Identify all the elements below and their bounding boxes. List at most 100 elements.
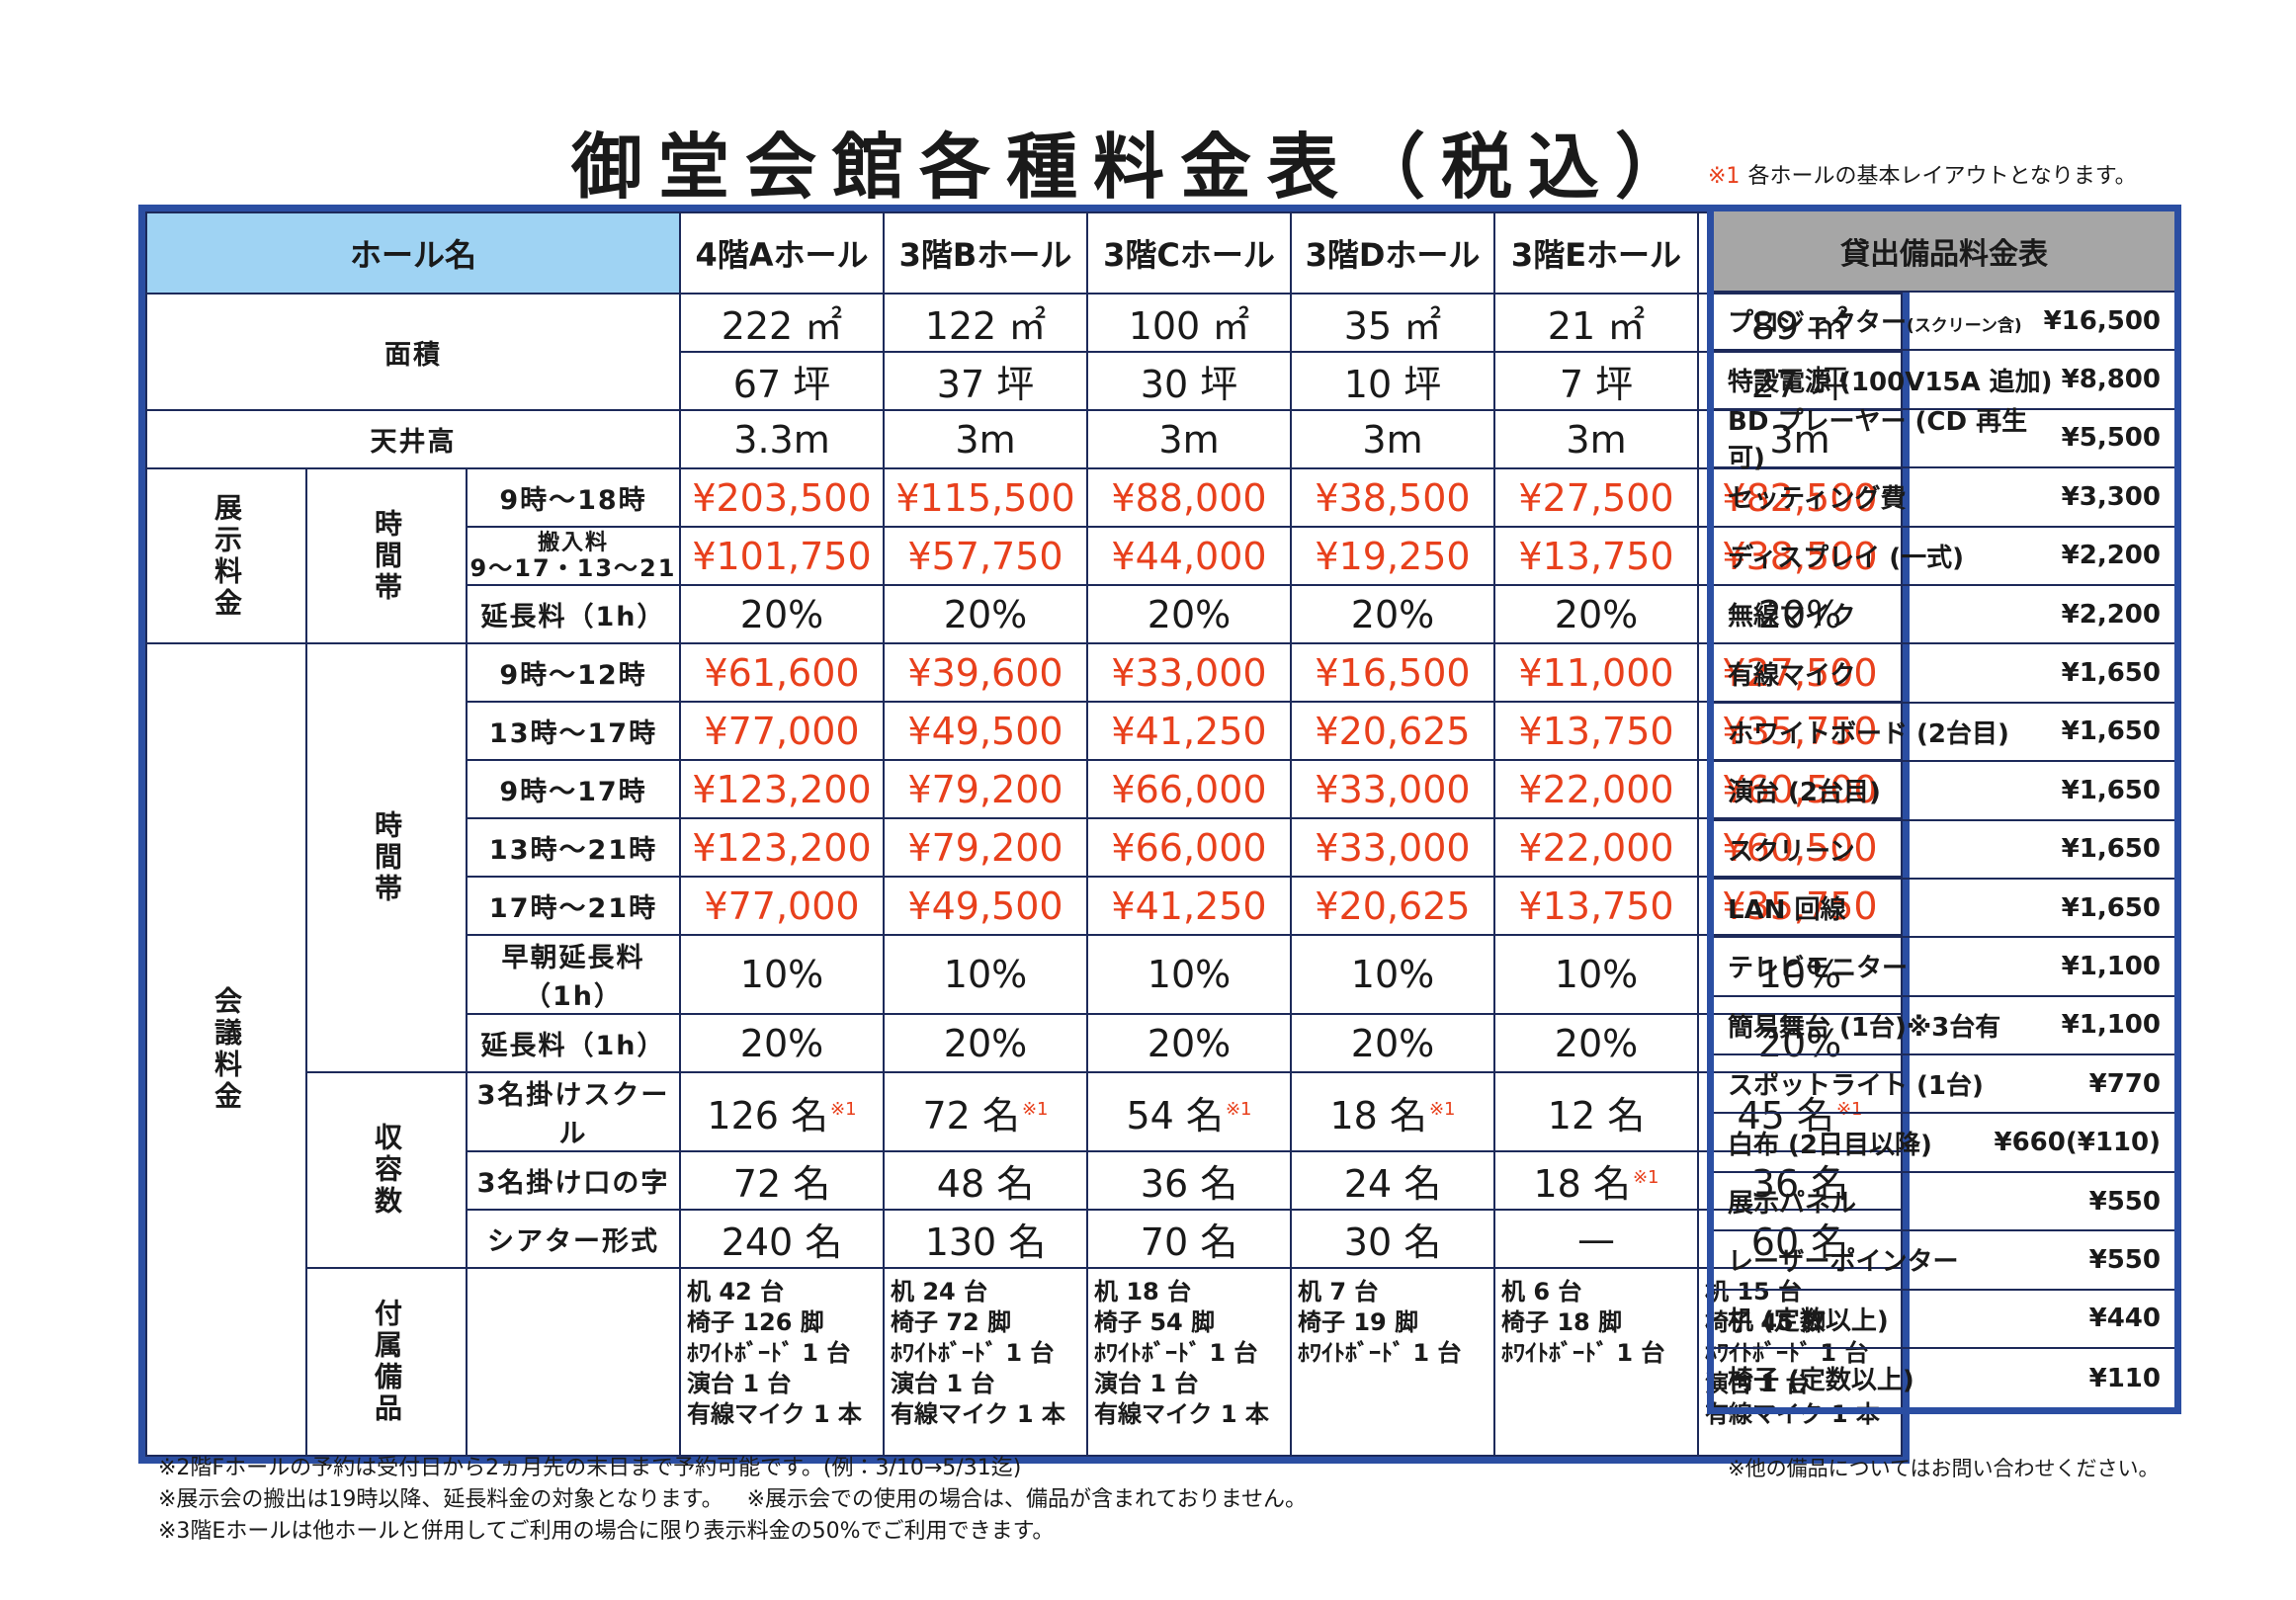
capacity-mark: ※1 [830, 1098, 857, 1120]
rental-price: ¥1,650 [2061, 775, 2161, 805]
value-cell: 3m [1086, 409, 1292, 469]
rental-name: 机 (定数以上) [1728, 1305, 1889, 1336]
value-cell: ¥82,500 [1697, 467, 1903, 528]
value-cell: ¥57,750 [883, 526, 1088, 586]
equipment-line: 有線マイク 1 本 [1094, 1400, 1269, 1428]
value-cell: 89 ㎡ [1697, 293, 1903, 353]
table-row: 9時～17時 ¥123,200 ¥79,200 ¥66,000 ¥33,000 ¥22,0… [146, 759, 1903, 819]
equipment-cell: 机 18 台椅子 54 脚 ﾎﾜｲﾄﾎﾞｰﾄﾞ 1 台演台 1 台有線マイク 1 … [1086, 1267, 1292, 1457]
subgroup-label: 時間帯 [305, 642, 468, 1073]
row-label: 3名掛け口の字 [466, 1150, 681, 1211]
value-cell: ¥11,000 [1493, 642, 1699, 703]
footnote-line: ※展示会の搬出は19時以降、延長料金の対象となります。 ※展示会での使用の場合は、… [158, 1484, 1307, 1516]
rental-note: (スクリーン含) [1906, 316, 2022, 337]
rental-name-wrap: ディスプレイ (一式) [1728, 538, 1964, 574]
equipment-line: 机 7 台 [1298, 1278, 1379, 1305]
row-label: 13時～17時 [466, 701, 681, 761]
value-cell: ¥49,500 [883, 701, 1088, 761]
rental-name-wrap: スクリーン [1728, 831, 1855, 868]
value-cell: 18 名 ※1 [1290, 1071, 1495, 1152]
rental-row: LAN 回線 ¥1,650 [1714, 880, 2174, 939]
value-cell: 20% [679, 1013, 885, 1073]
rental-name: BD プレーヤー (CD 再生可) [1728, 407, 2028, 474]
value-cell: ¥13,750 [1493, 701, 1699, 761]
value-cell: ¥77,000 [679, 701, 885, 761]
equipment-cell: 机 42 台椅子 126 脚 ﾎﾜｲﾄﾎﾞｰﾄﾞ 1 台演台 1 台有線マイク 1… [679, 1267, 885, 1457]
rental-row: 有線マイク ¥1,650 [1714, 644, 2174, 704]
rental-name: 演台 (2台目) [1728, 778, 1881, 808]
capacity-mark: ※1 [1835, 1098, 1863, 1120]
capacity-value: 130 名 [924, 1221, 1047, 1264]
capacity-value: 240 名 [721, 1221, 843, 1264]
fee-table: ホール名4階Aホール3階Bホール3階Cホール3階Dホール3階Eホール2階Fホール… [145, 211, 1903, 1457]
value-cell: 3m [1493, 409, 1699, 469]
table-row: 延長料（1h） 20% 20% 20% 20% 20% 20% [146, 584, 1903, 644]
value-cell: 30 坪 [1086, 351, 1292, 411]
value-cell: 18 名 ※1 [1493, 1150, 1699, 1211]
value-cell: 126 名 ※1 [679, 1071, 885, 1152]
capacity-mark: ※1 [1225, 1098, 1252, 1120]
value-cell: ¥20,625 [1290, 701, 1495, 761]
subgroup-label: 収容数 [305, 1071, 468, 1269]
equipment-line: 椅子 54 脚 [1094, 1308, 1216, 1336]
value-cell: ¥33,000 [1086, 642, 1292, 703]
value-cell: 24 名 [1290, 1150, 1495, 1211]
value-cell: 72 名 [679, 1150, 885, 1211]
value-cell: 20% [1290, 584, 1495, 644]
rental-price: ¥3,300 [2061, 481, 2161, 512]
rental-name-wrap: BD プレーヤー (CD 再生可) [1728, 401, 2062, 474]
rental-title: 貸出備品料金表 [1714, 211, 2174, 293]
rental-row: 簡易舞台 (1台)※3台有 ¥1,100 [1714, 997, 2174, 1056]
capacity-value: 30 名 [1343, 1221, 1442, 1264]
row-label: 9時～18時 [466, 467, 681, 528]
footnotes: ※2階Fホールの予約は受付日から2ヵ月先の末日まで予約可能です。(例：3/10→… [158, 1453, 1307, 1548]
rental-row: 演台 (2台目) ¥1,650 [1714, 762, 2174, 821]
value-cell: 36 名 [1086, 1150, 1292, 1211]
row-label: 17時～21時 [466, 876, 681, 936]
rental-name-wrap: 演台 (2台目) [1728, 772, 1881, 808]
rental-name-wrap: LAN 回線 [1728, 889, 1846, 926]
equipment-line: 演台 1 台 [891, 1370, 995, 1397]
table-row: 13時～17時 ¥77,000 ¥49,500 ¥41,250 ¥20,625 ¥13,7… [146, 701, 1903, 761]
capacity-value: 60 名 [1750, 1221, 1849, 1264]
equipment-cell: 机 6 台椅子 18 脚 ﾎﾜｲﾄﾎﾞｰﾄﾞ 1 台 [1493, 1267, 1699, 1457]
rental-name-wrap: 展示パネル [1728, 1183, 1856, 1220]
table-row: ホール名4階Aホール3階Bホール3階Cホール3階Dホール3階Eホール2階Fホール [145, 211, 1903, 295]
equipment-line: 演台 1 台 [1094, 1370, 1199, 1397]
value-cell: 10% [1086, 934, 1292, 1015]
rental-price: ¥2,200 [2061, 541, 2161, 571]
value-cell: ¥33,000 [1290, 817, 1495, 878]
capacity-value: 18 名 [1533, 1162, 1631, 1206]
value-cell: ¥79,200 [883, 817, 1088, 878]
value-cell: ¥35,750 [1697, 701, 1903, 761]
rental-row: テレビモニター ¥1,100 [1714, 938, 2174, 997]
value-cell: 20% [883, 1013, 1088, 1073]
rental-row: スクリーン ¥1,650 [1714, 821, 2174, 880]
equipment-line: 机 6 台 [1501, 1278, 1582, 1305]
value-cell: 36 名 [1697, 1150, 1903, 1211]
rental-row: 白布 (2日目以降) ¥660(¥110) [1714, 1114, 2174, 1173]
capacity-value: 54 名 [1126, 1093, 1224, 1137]
equipment-line: 椅子 126 脚 [687, 1308, 824, 1336]
value-cell: ¥60,500 [1697, 817, 1903, 878]
value-cell: ¥66,000 [1086, 759, 1292, 819]
value-cell: ¥13,750 [1493, 526, 1699, 586]
value-cell: 70 名 [1086, 1209, 1292, 1269]
rental-name-wrap: 無線マイク [1728, 596, 1855, 632]
equipment-line: 机 15 台 [1705, 1278, 1803, 1305]
rental-price: ¥660(¥110) [1994, 1128, 2162, 1158]
rental-price: ¥5,500 [2061, 423, 2161, 454]
rental-name: 有線マイク [1728, 660, 1856, 691]
row-label: 9時～12時 [466, 642, 681, 703]
value-cell: ¥22,000 [1493, 759, 1699, 819]
row-label: 13時～21時 [466, 817, 681, 878]
row-label: シアター形式 [466, 1209, 681, 1269]
value-cell: — [1493, 1209, 1699, 1269]
equipment-cell: 机 15 台椅子 45 脚ﾎﾜｲﾄﾎﾞｰﾄﾞ 1 台演台 1 台有線マイク 1 … [1697, 1267, 1903, 1457]
rental-row: BD プレーヤー (CD 再生可) ¥5,500 [1714, 407, 2174, 473]
value-cell: 122 ㎡ [883, 293, 1088, 353]
value-cell: ¥66,000 [1086, 817, 1292, 878]
value-cell: ¥27,500 [1697, 642, 1903, 703]
rental-price: ¥110 [2088, 1363, 2161, 1393]
rental-row: ホワイトボード (2台目) ¥1,650 [1714, 704, 2174, 763]
